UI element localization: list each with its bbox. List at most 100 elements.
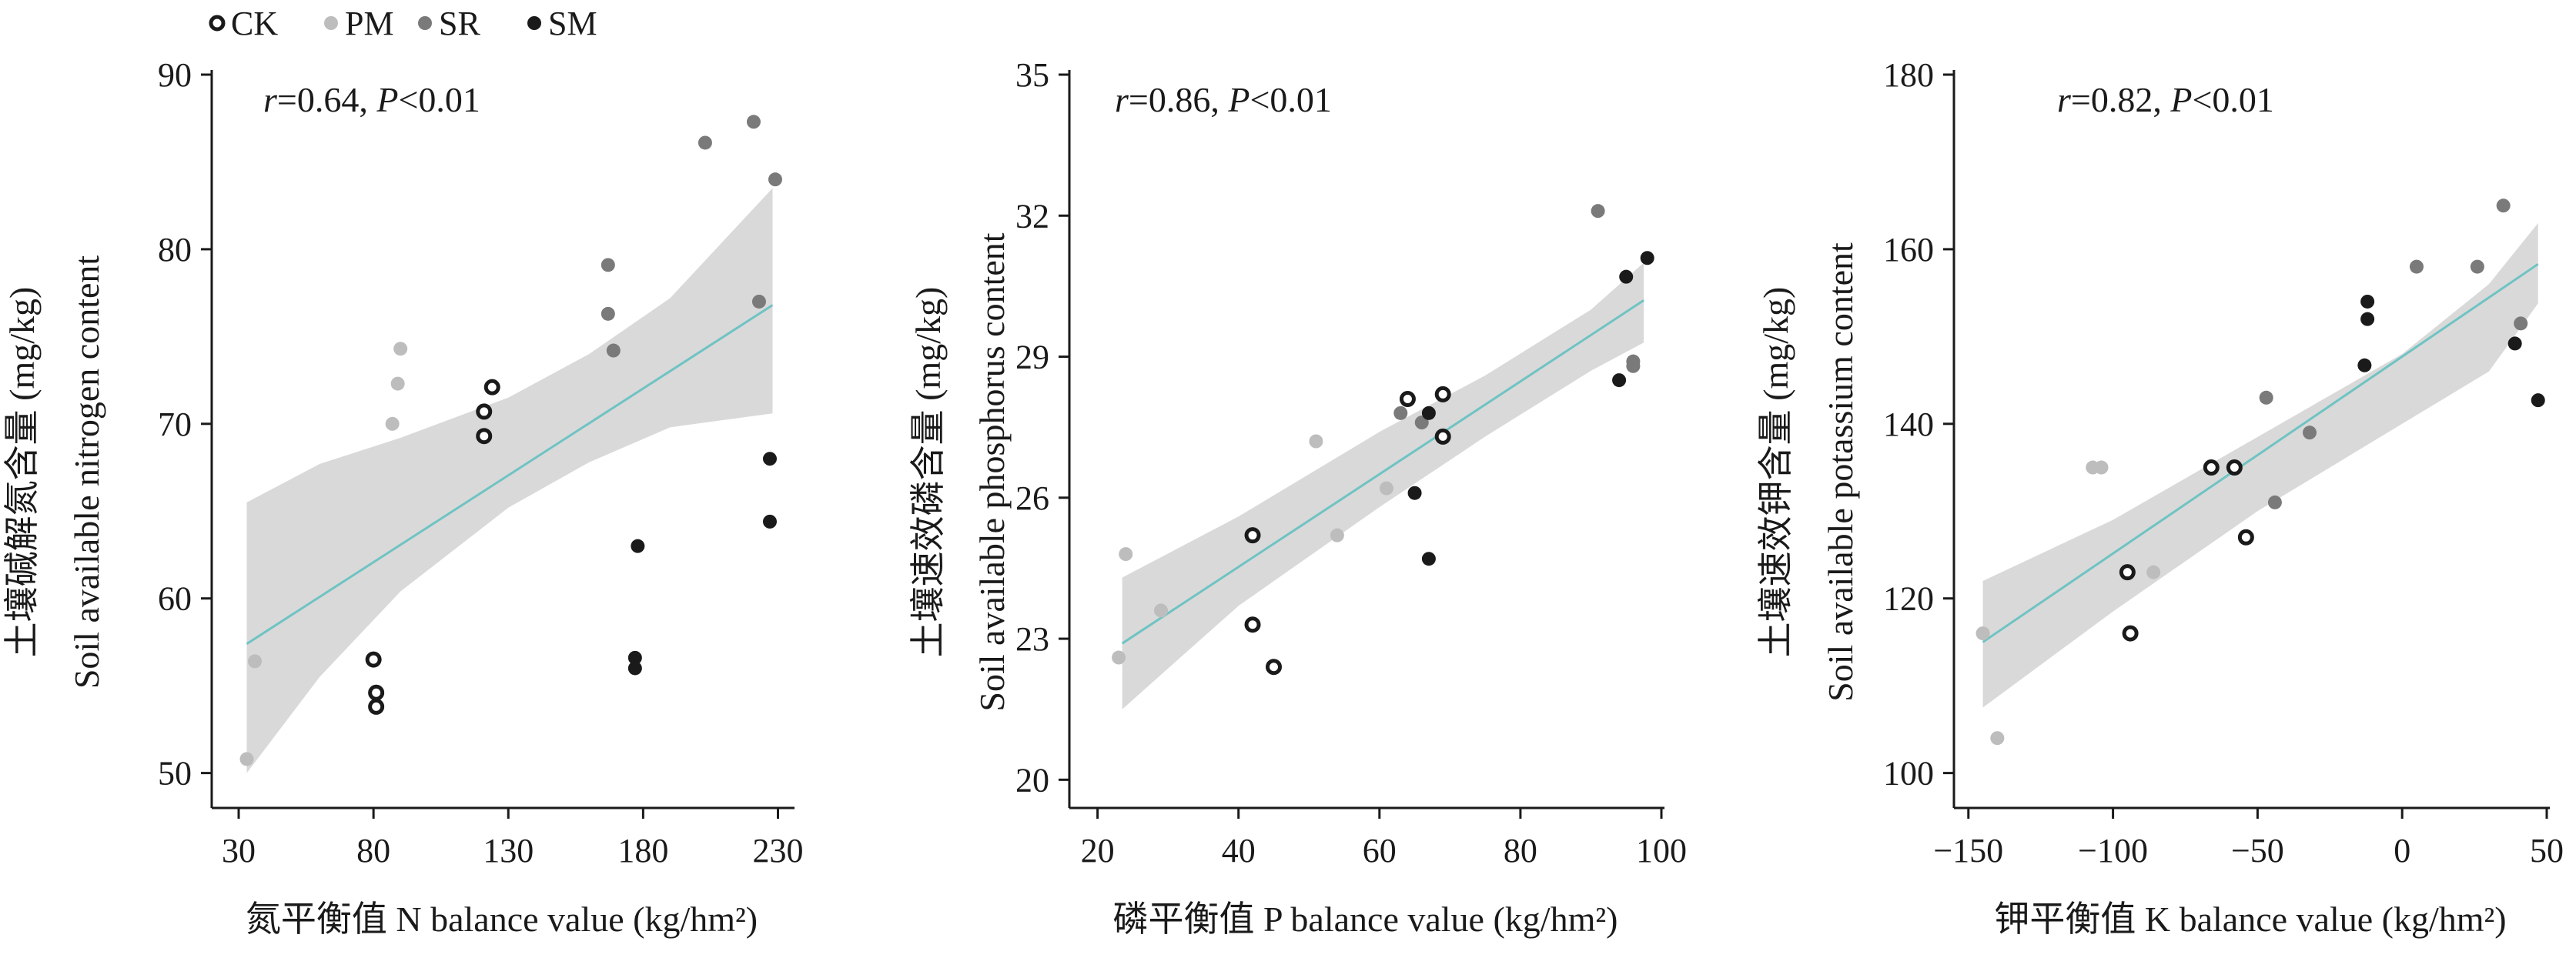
data-point-sr [1626,354,1641,369]
annotation-r-text: =0.86, [1129,80,1228,119]
x-tick-label: 30 [222,832,256,870]
x-tick-label: 80 [1504,832,1537,870]
series-sr [1393,204,1641,430]
data-point-sr [601,306,615,321]
data-point-pm [1379,481,1393,496]
y-axis-title-cn: 土壤速效磷含量 (mg/kg) [908,287,948,658]
y-tick-label: 20 [1015,761,1049,799]
data-point-sr [1393,406,1408,420]
legend-label-sm: SM [548,5,597,42]
y-axis-title-cn: 土壤速效钾含量 (mg/kg) [1756,287,1795,658]
series-pm [1112,434,1393,665]
legend-label-ck: CK [231,5,278,42]
legend: CK PM SR SM [209,5,597,42]
y-tick-label: 32 [1015,197,1049,235]
y-tick-label: 140 [1883,406,1934,443]
x-tick-label: 230 [752,832,803,870]
data-point-sr [2303,426,2317,440]
y-axis-title-cn: 土壤碱解氮含量 (mg/kg) [2,287,42,658]
data-point-pm [1112,650,1126,665]
data-point-ck [476,403,493,420]
series-pm [1975,460,2161,746]
series-sm [1407,251,1654,566]
x-tick-label: −50 [2231,832,2284,870]
x-tick-label: 20 [1081,832,1115,870]
legend-item-ck: CK [209,5,278,42]
x-axis-title: 磷平衡值 P balance value (kg/hm²) [1113,900,1618,939]
annotation-r-text: =0.82, [2071,80,2170,119]
x-tick-label: 180 [617,832,668,870]
y-tick-label: 23 [1015,620,1049,658]
legend-marker-ck [209,15,226,32]
data-point-sm [2531,393,2545,408]
legend-label-sr: SR [439,5,480,42]
data-point-ck [368,684,385,701]
legend-item-sm: SM [527,5,597,42]
y-tick-label: 90 [158,56,192,94]
annotation-p-text: <0.01 [2192,80,2273,119]
correlation-annotation: r=0.64, P<0.01 [263,80,480,119]
series-sm [2357,294,2545,408]
data-point-sr [768,172,782,187]
correlation-annotation: r=0.82, P<0.01 [2057,80,2274,119]
data-point-sr [2409,259,2424,274]
confidence-band [246,188,773,773]
y-tick-label: 70 [158,406,192,443]
y-tick-label: 35 [1015,56,1049,94]
series-sr [2259,199,2528,509]
panel-2: 20 23 26 29 32 35 20 40 60 80 100 r=0.86, P<0.01 磷平衡… [908,56,1687,939]
series-sr [601,115,782,358]
y-tick-label: 160 [1883,231,1934,269]
series-ck [2119,459,2254,642]
data-point-pm [239,752,254,766]
data-point-pm [1309,434,1323,449]
x-axis-title: 氮平衡值 N balance value (kg/hm²) [246,900,758,939]
data-point-sm [627,650,642,665]
data-point-pm [385,416,400,431]
annotation-r-text: =0.64, [277,80,376,119]
data-point-sm [762,452,777,466]
data-point-ck [2203,459,2220,476]
data-point-sm [627,661,642,676]
legend-marker-sm [527,16,541,30]
y-tick-label: 50 [158,755,192,793]
data-point-sr [2470,259,2484,274]
data-point-sm [1619,269,1634,284]
data-point-sr [2496,199,2511,213]
data-point-sm [2507,336,2522,351]
data-point-sm [631,539,645,553]
data-point-sm [2357,358,2372,372]
x-axis-title: 钾平衡值 K balance value (kg/hm²) [1994,900,2506,939]
annotation-r-label: r [263,80,278,119]
y-tick-label: 60 [158,580,192,618]
series-sm [627,452,777,676]
confidence-band [1982,222,2538,708]
data-point-sr [751,294,766,309]
annotation-p-text: <0.01 [398,80,480,119]
legend-item-sr: SR [418,5,480,42]
annotation-r-label: r [1115,80,1129,119]
data-point-ck [2122,625,2139,642]
annotation-p-label: P [2170,80,2192,119]
series-ck [1244,386,1451,676]
data-point-pm [1330,528,1344,542]
data-point-sm [762,514,777,529]
legend-marker-sr [418,16,432,30]
y-axis-title-en: Soil available phosphorus content [972,232,1012,711]
series-pm [239,342,408,766]
data-point-sr [2259,390,2273,405]
annotation-r-label: r [2057,80,2072,119]
data-point-ck [1244,527,1261,544]
x-tick-label: 50 [2530,832,2564,870]
data-point-sm [1421,406,1436,420]
x-tick-label: 0 [2394,832,2410,870]
legend-marker-pm [324,16,338,30]
data-point-sr [1591,204,1605,219]
y-axis-title-en: Soil available potassium content [1821,242,1860,702]
x-tick-label: 80 [356,832,390,870]
data-point-sr [2267,495,2282,509]
data-point-ck [1265,659,1282,676]
data-point-ck [2119,564,2136,581]
